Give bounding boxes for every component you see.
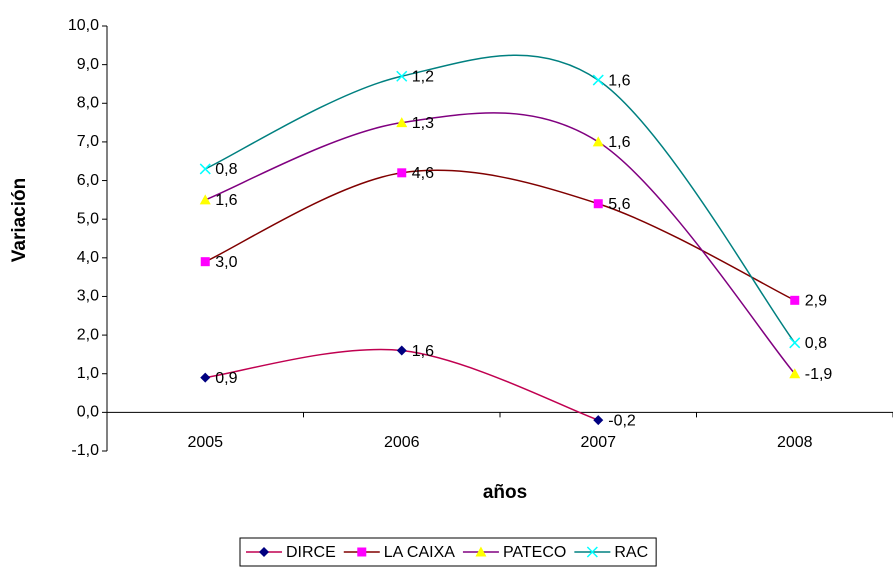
data-label: -1,9 — [805, 366, 833, 383]
marker — [593, 415, 604, 426]
y-tick-label: 6,0 — [77, 172, 99, 189]
marker — [592, 136, 604, 147]
marker — [200, 257, 210, 267]
data-label: 1,3 — [412, 115, 434, 132]
data-label: 0,9 — [215, 370, 237, 387]
marker — [357, 547, 367, 557]
x-tick-label: 2005 — [187, 434, 223, 451]
marker — [592, 74, 604, 86]
legend-label: PATECO — [503, 544, 566, 561]
marker — [396, 345, 407, 356]
marker — [586, 546, 598, 558]
data-label: 1,6 — [608, 134, 630, 151]
marker — [790, 295, 800, 305]
marker — [396, 70, 408, 82]
data-label: 1,6 — [215, 192, 237, 209]
y-tick-label: 1,0 — [77, 365, 99, 382]
x-tick-label: 2008 — [777, 434, 813, 451]
marker — [593, 199, 603, 209]
y-axis-label: Variación — [9, 178, 30, 263]
marker — [475, 546, 487, 557]
data-label: 1,6 — [608, 72, 630, 89]
data-label: 1,6 — [412, 343, 434, 360]
y-tick-label: 3,0 — [77, 288, 99, 305]
legend-label: RAC — [614, 544, 648, 561]
y-tick-label: 5,0 — [77, 210, 99, 227]
marker — [200, 372, 211, 383]
marker — [199, 194, 211, 205]
legend-label: DIRCE — [286, 544, 336, 561]
y-tick-label: 8,0 — [77, 94, 99, 111]
y-tick-label: 7,0 — [77, 133, 99, 150]
y-tick-label: 10,0 — [68, 17, 99, 34]
marker — [396, 117, 408, 128]
data-label: 0,8 — [805, 335, 827, 352]
marker — [397, 168, 407, 178]
series-line — [205, 348, 599, 421]
data-label: 4,6 — [412, 165, 434, 182]
data-label: 2,9 — [805, 293, 827, 310]
data-label: -0,2 — [608, 412, 636, 429]
legend: DIRCE LA CAIXA PATECO RAC — [239, 537, 657, 567]
series-line — [204, 54, 796, 344]
marker — [789, 368, 801, 379]
y-tick-label: 4,0 — [77, 249, 99, 266]
marker — [789, 337, 801, 349]
y-tick-label: 9,0 — [77, 56, 99, 73]
data-label: 3,0 — [215, 254, 237, 271]
y-tick-label: 2,0 — [77, 326, 99, 343]
x-tick-label: 2006 — [384, 434, 420, 451]
series-line — [204, 169, 796, 301]
marker — [199, 163, 211, 175]
x-axis-label: años — [483, 482, 527, 503]
y-tick-label: -1,0 — [71, 442, 99, 459]
legend-label: LA CAIXA — [384, 544, 455, 561]
data-label: 1,2 — [412, 68, 434, 85]
series-line — [204, 112, 796, 375]
data-label: 5,6 — [608, 196, 630, 213]
y-tick-label: 0,0 — [77, 404, 99, 421]
x-tick-label: 2007 — [580, 434, 616, 451]
marker — [259, 547, 269, 557]
data-label: 0,8 — [215, 161, 237, 178]
